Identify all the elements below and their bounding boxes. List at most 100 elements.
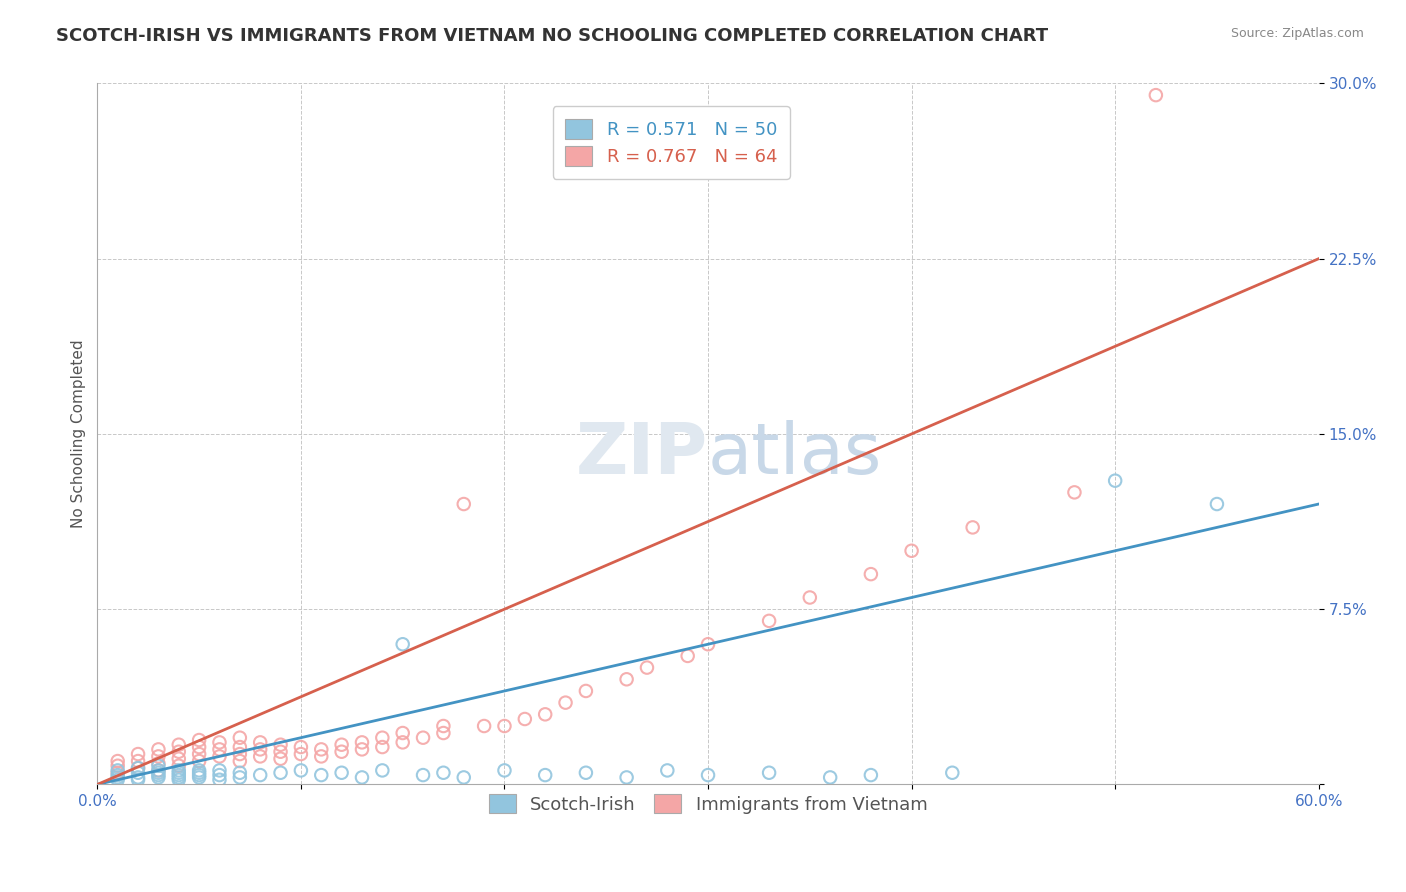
- Point: [554, 696, 576, 710]
- Point: [371, 764, 394, 778]
- Point: [229, 739, 252, 754]
- Point: [167, 771, 190, 785]
- Point: [208, 742, 231, 756]
- Point: [208, 764, 231, 778]
- Point: [148, 764, 170, 778]
- Point: [127, 772, 149, 787]
- Text: atlas: atlas: [709, 420, 883, 490]
- Point: [127, 761, 149, 775]
- Point: [290, 747, 312, 761]
- Point: [107, 765, 129, 780]
- Point: [188, 765, 211, 780]
- Point: [1206, 497, 1229, 511]
- Point: [148, 768, 170, 782]
- Point: [249, 768, 271, 782]
- Point: [167, 758, 190, 772]
- Point: [616, 771, 638, 785]
- Point: [188, 747, 211, 761]
- Point: [900, 543, 922, 558]
- Point: [127, 771, 149, 785]
- Point: [229, 771, 252, 785]
- Point: [818, 771, 841, 785]
- Point: [1144, 88, 1167, 103]
- Point: [453, 497, 475, 511]
- Point: [494, 764, 516, 778]
- Point: [127, 747, 149, 761]
- Point: [208, 772, 231, 787]
- Point: [309, 742, 332, 756]
- Point: [350, 735, 373, 749]
- Point: [249, 742, 271, 756]
- Point: [167, 745, 190, 759]
- Point: [107, 768, 129, 782]
- Point: [657, 764, 679, 778]
- Point: [616, 673, 638, 687]
- Point: [575, 765, 598, 780]
- Point: [188, 771, 211, 785]
- Point: [412, 731, 434, 745]
- Point: [188, 768, 211, 782]
- Point: [270, 752, 292, 766]
- Point: [167, 768, 190, 782]
- Point: [309, 749, 332, 764]
- Point: [350, 771, 373, 785]
- Point: [167, 772, 190, 787]
- Point: [188, 764, 211, 778]
- Point: [270, 765, 292, 780]
- Point: [330, 738, 353, 752]
- Point: [494, 719, 516, 733]
- Point: [962, 520, 984, 534]
- Point: [758, 765, 780, 780]
- Point: [148, 749, 170, 764]
- Point: [391, 726, 413, 740]
- Point: [107, 764, 129, 778]
- Point: [270, 745, 292, 759]
- Text: ZIP: ZIP: [576, 420, 709, 490]
- Text: Source: ZipAtlas.com: Source: ZipAtlas.com: [1230, 27, 1364, 40]
- Point: [309, 768, 332, 782]
- Point: [148, 771, 170, 785]
- Point: [148, 764, 170, 778]
- Point: [188, 739, 211, 754]
- Point: [472, 719, 495, 733]
- Point: [249, 749, 271, 764]
- Point: [432, 765, 454, 780]
- Point: [1063, 485, 1085, 500]
- Point: [432, 726, 454, 740]
- Point: [371, 731, 394, 745]
- Point: [1104, 474, 1126, 488]
- Point: [188, 754, 211, 768]
- Point: [208, 749, 231, 764]
- Point: [676, 648, 699, 663]
- Point: [107, 771, 129, 785]
- Point: [371, 739, 394, 754]
- Point: [229, 747, 252, 761]
- Point: [391, 637, 413, 651]
- Point: [127, 761, 149, 775]
- Point: [127, 765, 149, 780]
- Point: [758, 614, 780, 628]
- Point: [534, 707, 557, 722]
- Point: [148, 756, 170, 771]
- Legend: Scotch-Irish, Immigrants from Vietnam: Scotch-Irish, Immigrants from Vietnam: [478, 783, 938, 824]
- Point: [575, 684, 598, 698]
- Point: [290, 739, 312, 754]
- Point: [799, 591, 821, 605]
- Point: [148, 742, 170, 756]
- Point: [148, 758, 170, 772]
- Point: [107, 754, 129, 768]
- Text: SCOTCH-IRISH VS IMMIGRANTS FROM VIETNAM NO SCHOOLING COMPLETED CORRELATION CHART: SCOTCH-IRISH VS IMMIGRANTS FROM VIETNAM …: [56, 27, 1049, 45]
- Point: [350, 742, 373, 756]
- Point: [107, 772, 129, 787]
- Point: [208, 768, 231, 782]
- Point: [107, 758, 129, 772]
- Point: [636, 660, 658, 674]
- Point: [859, 768, 882, 782]
- Point: [859, 567, 882, 582]
- Point: [249, 735, 271, 749]
- Point: [167, 765, 190, 780]
- Point: [188, 733, 211, 747]
- Point: [229, 754, 252, 768]
- Point: [412, 768, 434, 782]
- Point: [697, 768, 720, 782]
